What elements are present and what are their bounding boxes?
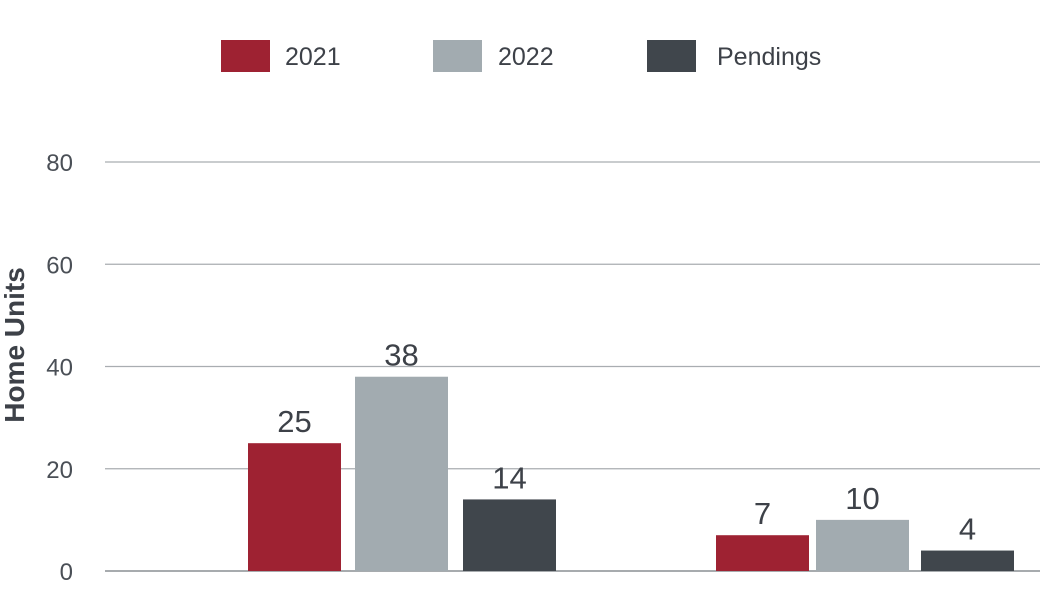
y-tick-label: 20 [46,457,73,484]
bar-2022-group2 [816,519,909,571]
legend-swatch-2022 [433,40,482,72]
bar-2021-group2 [716,535,809,571]
data-label-pendings-group2: 4 [959,512,976,547]
data-label-2022-group2: 10 [845,481,879,516]
legend-swatch-2021 [221,40,270,72]
data-label-2021-group2: 7 [754,496,771,531]
legend-swatch-pendings [647,40,696,72]
legend-label-2022: 2022 [498,43,554,71]
bar-pendings-group2 [921,550,1014,571]
legend: 2021 2022 Pendings [221,40,821,72]
y-tick-label: 80 [46,150,73,177]
bar-pendings-group1 [463,499,556,571]
bar-2022-group1 [355,376,448,571]
y-axis-title: Home Units [0,267,30,423]
bar-2021-group1 [248,443,341,571]
legend-label-pendings: Pendings [717,43,821,71]
data-labels: 25 7 38 10 14 4 [277,338,976,547]
y-tick-label: 60 [46,252,73,279]
legend-label-2021: 2021 [285,43,341,71]
y-tick-label: 0 [60,559,73,585]
gridlines [105,161,1040,572]
data-label-2022-group1: 38 [384,338,418,373]
y-tick-label: 40 [46,355,73,382]
y-axis-ticks: 0 20 40 60 80 [46,150,73,586]
bars [248,376,1014,571]
data-label-2021-group1: 25 [277,404,311,439]
data-label-pendings-group1: 14 [492,460,526,495]
